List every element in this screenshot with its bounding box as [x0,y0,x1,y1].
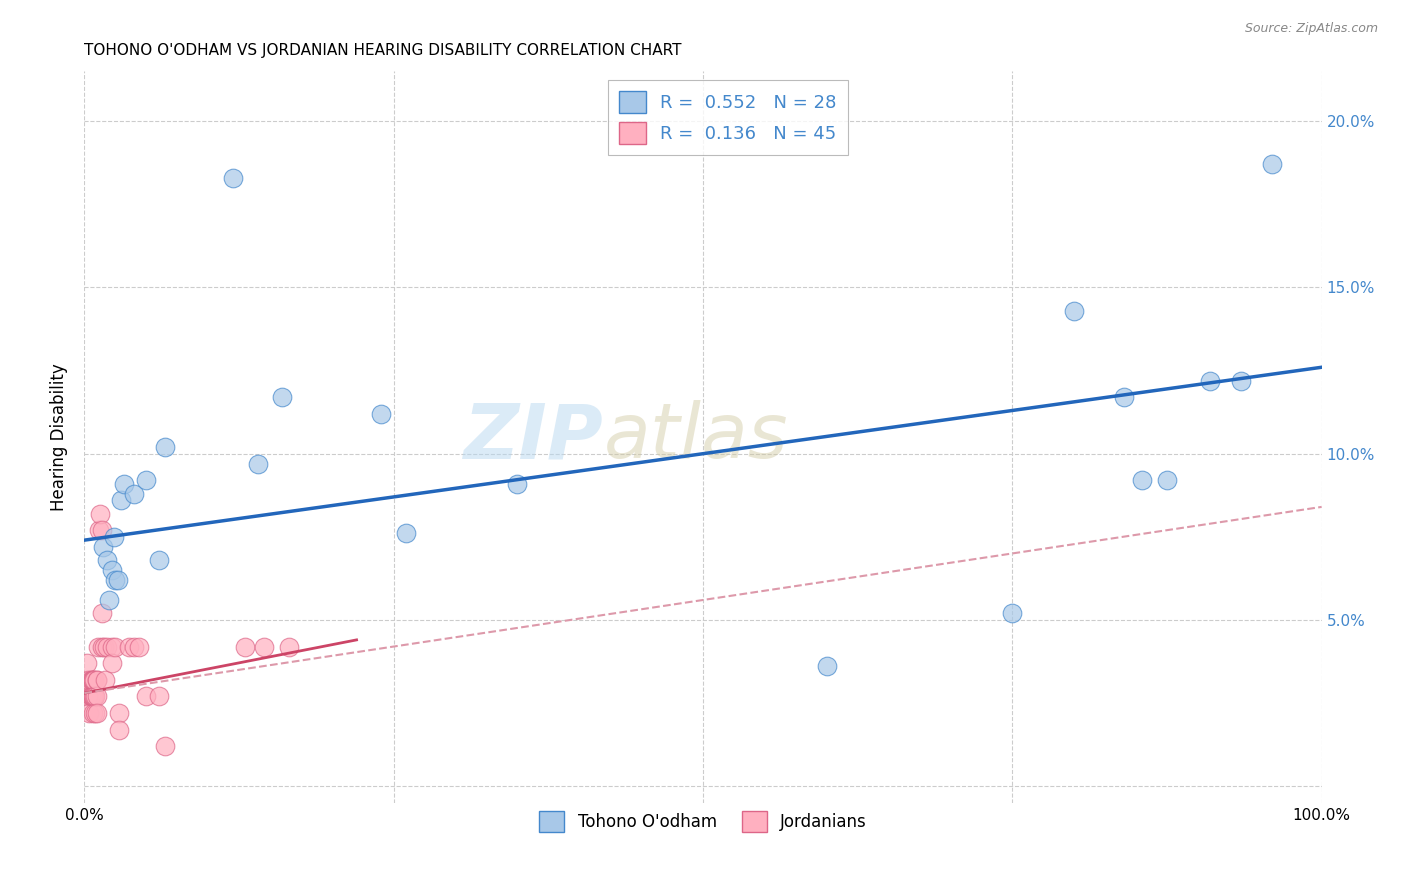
Point [135,473,157,487]
Point [90,607,112,621]
Point [253,640,276,654]
Point [84,690,107,704]
Point [506,476,529,491]
Point [128,640,150,654]
Point [135,690,157,704]
Point [90,640,112,654]
Point [79,690,101,704]
Point [89,523,111,537]
Legend: Tohono O'odham, Jordanians: Tohono O'odham, Jordanians [533,805,873,838]
Point [1156,473,1178,487]
Text: ZIP: ZIP [464,401,605,474]
Point [118,640,141,654]
Point [87,640,110,654]
Point [94,673,117,687]
Point [1112,390,1135,404]
Point [112,476,135,491]
Y-axis label: Hearing Disability: Hearing Disability [51,363,69,511]
Point [86,690,108,704]
Point [122,486,145,500]
Point [82,706,104,720]
Point [148,553,170,567]
Point [153,739,176,754]
Point [107,573,129,587]
Point [246,457,269,471]
Point [271,390,294,404]
Text: atlas: atlas [605,401,789,474]
Point [100,563,122,577]
Point [222,170,245,185]
Point [86,673,108,687]
Point [815,659,838,673]
Point [79,706,101,720]
Point [77,673,100,687]
Point [100,656,122,670]
Point [79,690,101,704]
Point [395,526,418,541]
Point [76,656,98,670]
Point [153,440,176,454]
Point [108,706,131,720]
Point [80,673,103,687]
Point [84,706,107,720]
Point [110,493,132,508]
Point [90,523,112,537]
Point [82,690,104,704]
Point [83,673,105,687]
Point [86,706,108,720]
Point [1001,607,1024,621]
Point [277,640,299,654]
Point [83,690,105,704]
Text: TOHONO O'ODHAM VS JORDANIAN HEARING DISABILITY CORRELATION CHART: TOHONO O'ODHAM VS JORDANIAN HEARING DISA… [84,43,682,58]
Point [1230,374,1253,388]
Text: Source: ZipAtlas.com: Source: ZipAtlas.com [1244,22,1378,36]
Point [100,640,122,654]
Point [1063,303,1085,318]
Point [86,673,108,687]
Point [96,640,118,654]
Point [148,690,170,704]
Point [77,690,100,704]
Point [122,640,145,654]
Point [233,640,256,654]
Point [96,553,118,567]
Point [82,690,104,704]
Point [1261,157,1284,171]
Point [93,640,115,654]
Point [1199,374,1222,388]
Point [82,673,104,687]
Point [91,540,114,554]
Point [103,530,125,544]
Point [89,507,111,521]
Point [370,407,392,421]
Point [104,640,127,654]
Point [80,690,103,704]
Point [1130,473,1153,487]
Point [82,673,104,687]
Point [98,593,121,607]
Point [79,673,101,687]
Point [104,573,127,587]
Point [108,723,131,737]
